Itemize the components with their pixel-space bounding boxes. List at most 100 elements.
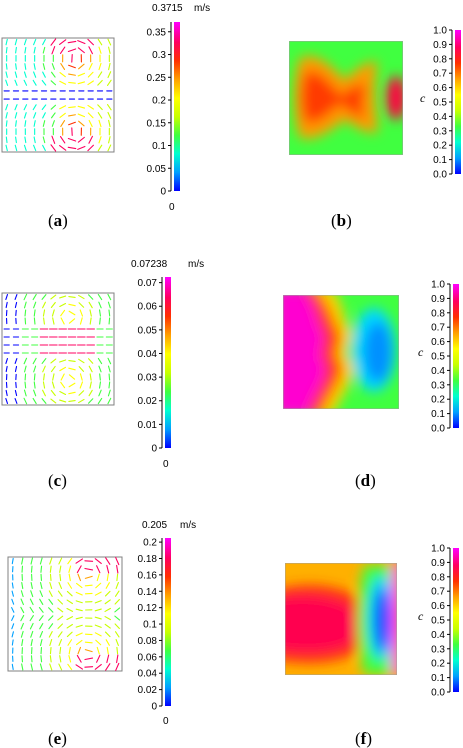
velocity-vector: [88, 365, 93, 373]
velocity-vector: [67, 663, 73, 671]
velocity-vector: [94, 591, 102, 596]
panel-c-colorbar-bar: [165, 277, 171, 448]
velocity-vector: [23, 389, 27, 397]
velocity-vector: [29, 598, 34, 606]
velocity-vector: [33, 46, 36, 54]
velocity-vector: [78, 120, 85, 127]
panel-f-plume: [285, 563, 397, 675]
colorbar-tick-label: 0.12: [138, 603, 158, 614]
colorbar-tick-label: 0: [151, 702, 157, 713]
colorbar-tick-label: 0.3: [431, 644, 445, 655]
velocity-vector: [24, 136, 27, 144]
velocity-vector: [78, 358, 85, 364]
velocity-vector: [59, 105, 67, 110]
velocity-vector: [106, 104, 112, 111]
velocity-vector: [38, 615, 44, 622]
velocity-vector: [5, 63, 8, 70]
velocity-vector: [30, 565, 33, 573]
velocity-vector: [14, 104, 18, 111]
velocity-vector: [14, 71, 18, 78]
colorbar-tick-label: 0.9: [431, 558, 445, 569]
velocity-vector: [98, 119, 102, 128]
velocity-vector: [48, 631, 53, 638]
velocity-vector: [68, 655, 72, 663]
velocity-vector: [48, 590, 53, 597]
colorbar-tick-label: 0.2: [431, 395, 445, 406]
panel-label-d: (d): [355, 471, 376, 490]
velocity-vector: [60, 381, 66, 389]
velocity-vector: [75, 632, 83, 637]
velocity-vector: [97, 79, 103, 86]
velocity-vector: [68, 318, 76, 324]
velocity-vector: [42, 46, 46, 54]
velocity-vector: [94, 558, 102, 565]
colorbar-tick-label: 0.1: [152, 141, 166, 152]
colorbar-tick-label: 0.06: [138, 652, 158, 663]
velocity-vector: [87, 144, 94, 152]
velocity-vector: [33, 381, 36, 389]
velocity-vector: [105, 557, 111, 565]
velocity-vector: [5, 112, 8, 119]
panel-a-colorbar-zero: 0: [169, 202, 175, 213]
velocity-vector: [94, 632, 102, 637]
velocity-vector: [97, 357, 103, 365]
colorbar-tick-label: 0.5: [431, 352, 445, 363]
colorbar-tick-label: 0.6: [431, 337, 445, 348]
velocity-vector: [60, 317, 65, 325]
velocity-vector: [14, 144, 18, 152]
colorbar-tick-label: 0.5: [433, 98, 447, 109]
velocity-vector: [97, 104, 103, 111]
velocity-vector: [14, 358, 18, 364]
colorbar-tick-label: 0.2: [152, 96, 166, 107]
velocity-vector: [104, 623, 111, 629]
velocity-vector: [77, 105, 86, 109]
panel-b-colorbar-label: c: [420, 91, 426, 105]
velocity-vector: [68, 121, 76, 126]
velocity-vector: [11, 598, 15, 605]
velocity-vector: [116, 564, 119, 574]
velocity-vector: [24, 46, 27, 54]
velocity-vector: [59, 646, 62, 655]
colorbar-tick-label: 0.9: [433, 40, 447, 51]
colorbar-tick-label: 1.0: [431, 544, 445, 555]
velocity-vector: [99, 373, 101, 381]
velocity-vector: [77, 573, 82, 582]
colorbar-tick-label: 0.06: [138, 302, 158, 313]
panel-c-colorbar: 0.07238 m/s 0.07 0.06 0.05 0.04 0.03 0.02 0.01…: [131, 259, 204, 470]
panel-label-b: (b): [331, 211, 352, 230]
velocity-vector: [57, 590, 63, 597]
velocity-vector: [114, 631, 120, 638]
panel-a-velocity-field: [1, 37, 115, 153]
velocity-vector: [68, 114, 76, 117]
velocity-vector: [97, 38, 103, 46]
velocity-vector: [5, 294, 9, 300]
colorbar-tick-label: 0.7: [431, 323, 445, 334]
velocity-vector: [68, 303, 76, 307]
velocity-vector: [96, 646, 100, 655]
velocity-vector: [40, 655, 43, 663]
velocity-vector: [98, 136, 102, 144]
velocity-vector: [88, 62, 93, 71]
velocity-vector: [88, 358, 94, 364]
panel-e-colorbar-bar: [165, 538, 171, 706]
velocity-vector: [114, 590, 120, 597]
velocity-vector: [68, 310, 76, 316]
panel-label-f: (f): [355, 729, 372, 748]
colorbar-tick-label: 0.1: [431, 673, 445, 684]
velocity-vector: [88, 119, 93, 128]
velocity-vector: [67, 582, 73, 589]
velocity-vector: [76, 639, 83, 646]
velocity-vector: [99, 317, 101, 325]
velocity-vector: [68, 573, 71, 582]
velocity-vector: [94, 600, 102, 604]
colorbar-tick-label: 0.35: [147, 27, 167, 38]
velocity-vector: [87, 398, 94, 404]
velocity-vector: [79, 381, 84, 389]
velocity-vector: [94, 608, 102, 612]
velocity-vector: [108, 373, 111, 381]
colorbar-tick-label: 0.3: [431, 380, 445, 391]
velocity-vector: [95, 639, 102, 646]
colorbar-tick-label: 0.1: [433, 155, 447, 166]
velocity-vector: [14, 79, 18, 86]
velocity-vector: [5, 46, 8, 54]
